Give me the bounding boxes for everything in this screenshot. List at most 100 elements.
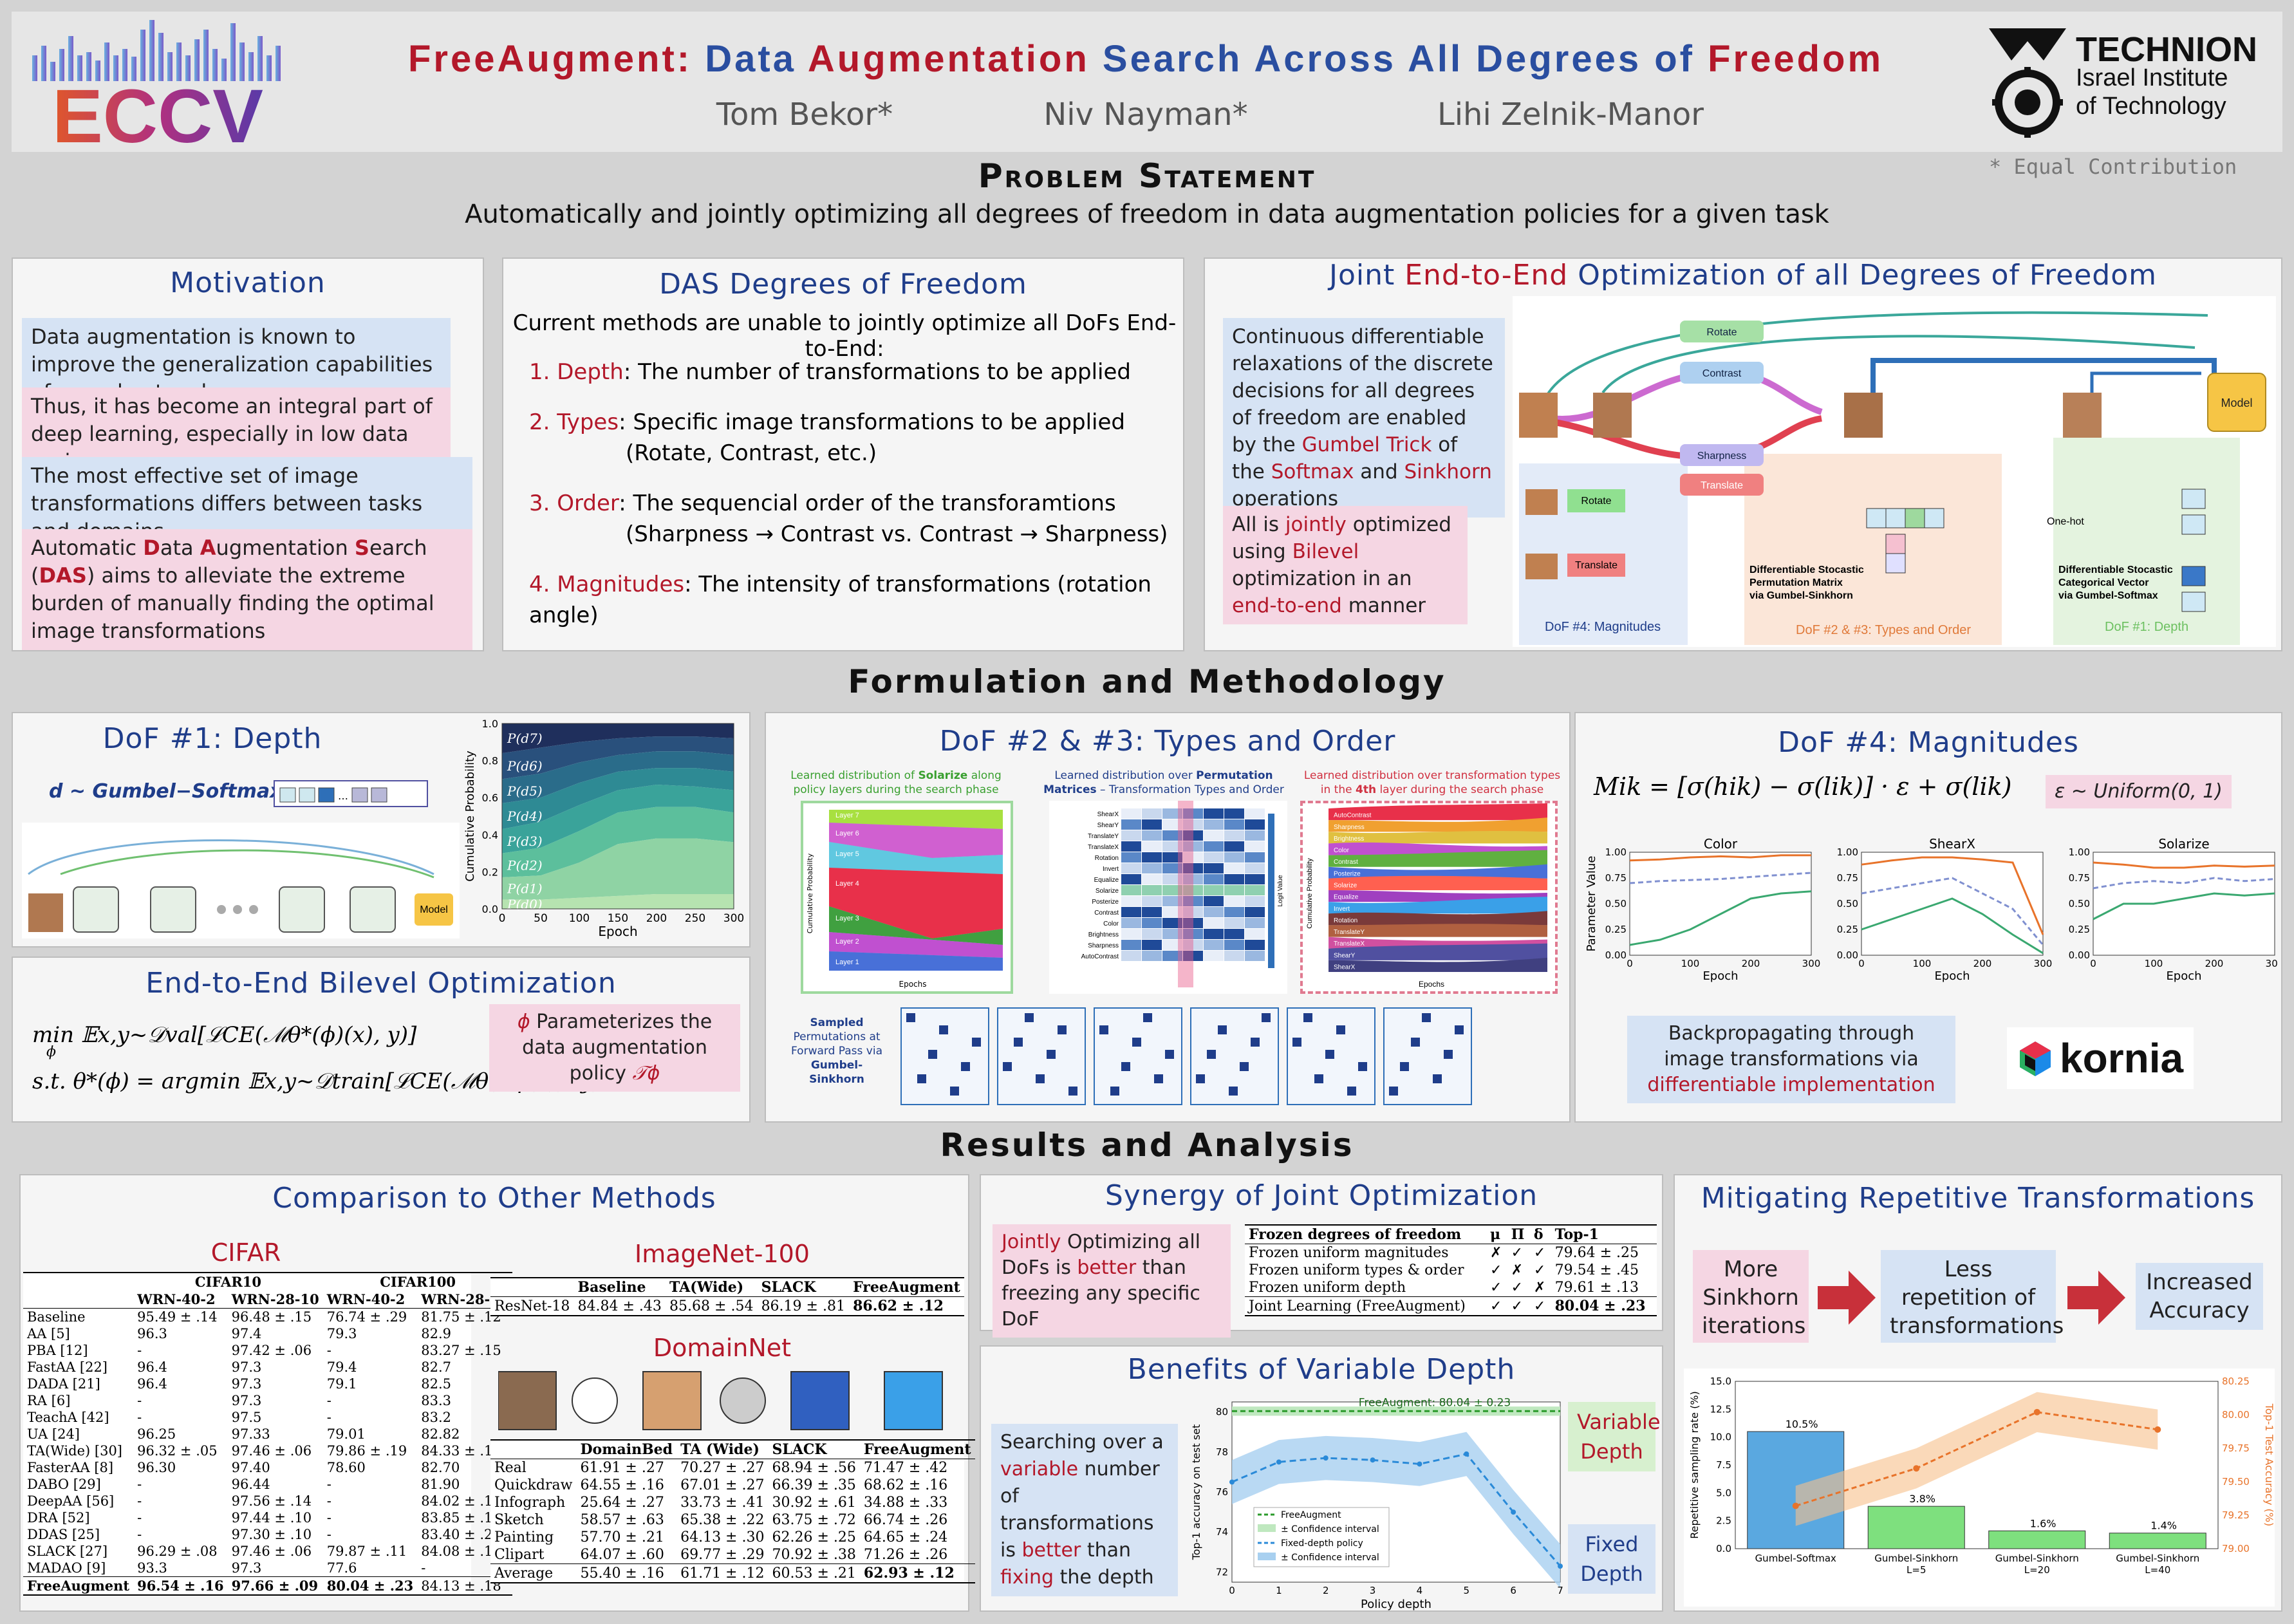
heatmap-cell [1162, 808, 1182, 819]
types-caption-perm: Learned distribution over Permutation Ma… [1043, 769, 1284, 796]
eccv-logo: ECCV [26, 17, 290, 159]
fixed-depth-point [1558, 1563, 1563, 1569]
layer4-band-label: Equalize [1334, 894, 1359, 901]
table-cell: ✗ [1511, 1262, 1524, 1278]
table-row: FasterAA [8] 96.30 97.40 78.60 82.70 [23, 1459, 512, 1476]
epsilon-note: ε ~ Uniform(0, 1) [2046, 775, 2232, 808]
permutation-cell [961, 1062, 970, 1071]
heatmap-cell [1245, 896, 1265, 906]
accuracy-tick-label: 80.00 [2222, 1409, 2250, 1421]
heatmap-cell [1121, 885, 1141, 895]
layer4-band-label: Solarize [1334, 882, 1357, 889]
heatmap-cell [1162, 830, 1182, 841]
table-row: Frozen uniform types & order ✓ ✗ ✓ 79.54 ± .… [1245, 1262, 1657, 1279]
table-cell: 64.65 ± .24 [863, 1529, 948, 1545]
table-cell: FasterAA [8] [27, 1460, 114, 1475]
accuracy-ylabel: Top-1 Test Accuracy (%) [2263, 1403, 2275, 1526]
magnitude-tick-label: 200 [2205, 958, 2224, 969]
heatmap-cell [1224, 874, 1244, 884]
depth-area-series [502, 893, 734, 909]
heatmap-row-label: TranslateX [1088, 844, 1119, 851]
heatmap-row-label: ShearY [1097, 822, 1119, 829]
permutation-cell [1433, 1074, 1442, 1083]
table-cell: 97.5 [231, 1410, 262, 1425]
depth-tick-label: 0.6 [482, 792, 498, 804]
magnitude-tick-label: 300 [2266, 958, 2277, 969]
layer4-band-label: ShearY [1334, 952, 1356, 959]
svg-text:Epochs: Epochs [899, 980, 927, 989]
table-cell: TeachA [42] [27, 1410, 109, 1425]
accuracy-tick-label: 79.25 [2222, 1509, 2250, 1521]
heatmap-cell [1121, 940, 1141, 950]
heatmap-cell [1245, 929, 1265, 939]
heatmap-cell [1183, 830, 1203, 841]
magnitude-charts: Color 0 100 200 300 0.00 0.25 0.50 0.75 1.00 Epoch… [1586, 833, 2277, 987]
domainnet-table: DomainBed TA (Wide) SLACK FreeAugment Real 6… [490, 1439, 975, 1583]
heatmap-cell [1245, 907, 1265, 917]
magnitude-series-line [2093, 877, 2275, 890]
table-cell: 68.62 ± .16 [863, 1477, 948, 1493]
permutation-cell [1207, 1050, 1216, 1059]
table-cell: RA [6] [27, 1393, 71, 1408]
types-panel: DoF #2 & #3: Types and Order Learned dis… [765, 712, 1571, 1123]
poster-title: FreeAugment: Data Augmentation Search Ac… [407, 38, 1884, 80]
table-cell: 25.64 ± .27 [580, 1495, 664, 1511]
heatmap-cell [1121, 874, 1141, 884]
svg-text:Categorical Vector: Categorical Vector [2058, 577, 2149, 588]
variable-tick-label: 2 [1323, 1585, 1329, 1596]
heatmap-cell [1142, 929, 1162, 939]
magnitude-series-line [1629, 890, 1812, 946]
variable-panel: Benefits of Variable Depth Searching ove… [980, 1345, 1663, 1612]
accuracy-confidence-band [1795, 1392, 2158, 1526]
table-cell: 79.4 [326, 1359, 357, 1375]
permutation-cell [1400, 1062, 1409, 1071]
cifar-table: CIFAR10 CIFAR100 WRN-40-2 WRN-28-10 WRN-40-… [23, 1272, 513, 1596]
imagenet-title: ImageNet-100 [635, 1240, 810, 1268]
repetition-tick-label: 5.0 [1716, 1487, 1731, 1498]
variable-tick-label: 0 [1229, 1585, 1235, 1596]
heatmap-cell [1142, 896, 1162, 906]
cifar-title: CIFAR [210, 1238, 281, 1267]
heatmap-cell [1204, 951, 1224, 961]
variable-ylabel: Top-1 accuracy on test set [1190, 1424, 1202, 1561]
depth-series-label: P(d4) [507, 808, 543, 824]
depth-tick-label: 200 [646, 912, 667, 925]
table-row: TeachA [42] - 97.5 - 83.2 [23, 1409, 512, 1426]
layer4-band [1329, 817, 1547, 832]
magnitude-series-line [1629, 854, 1811, 862]
permutation-cell [906, 1013, 915, 1022]
repetition-tick-label: 0.0 [1716, 1543, 1731, 1554]
permutation-cell [1110, 1087, 1119, 1096]
depth-tick-label: 0.4 [482, 829, 498, 841]
variable-tick-label: 7 [1557, 1585, 1563, 1596]
depth-ylabel: Cumulative Probability [463, 751, 477, 882]
table-cell: - [326, 1477, 331, 1492]
heatmap-cell [1224, 830, 1244, 841]
joint-note-bilevel: All is jointly optimized using Bilevel o… [1223, 506, 1468, 624]
table-cell: 96.44 [231, 1477, 270, 1492]
dof-item-types: 2. Types: Specific image transformations… [529, 409, 1125, 466]
table-cell: 66.74 ± .26 [863, 1512, 948, 1528]
heatmap-cell [1162, 907, 1182, 917]
heatmap-cell [1162, 918, 1182, 928]
heatmap-cell [1204, 874, 1224, 884]
legend-swatch [1258, 1553, 1276, 1560]
backprop-note: Backpropagating through image transforma… [1627, 1016, 1955, 1103]
accuracy-tick-label: 79.50 [2222, 1476, 2250, 1488]
table-cell: 95.49 ± .14 [137, 1309, 218, 1325]
magnitude-tick-label: 0 [1858, 958, 1865, 969]
depth-area-series [502, 838, 734, 900]
permutation-cell [1099, 1025, 1108, 1034]
table-cell: 84.08 ± .16 [421, 1544, 501, 1559]
permutation-cell [1014, 1038, 1023, 1047]
table-cell: 93.3 [137, 1560, 167, 1576]
repetition-category-label: Gumbel-Sinkhorn [2116, 1553, 2199, 1564]
heatmap-cell [1162, 929, 1182, 939]
heatmap-row-label: Invert [1103, 866, 1119, 873]
table-cell: 68.94 ± .56 [772, 1460, 856, 1476]
repetition-bar [2109, 1533, 2206, 1549]
svg-text:…: … [338, 790, 348, 802]
table-cell: 79.01 [326, 1426, 366, 1442]
heatmap-cell [1121, 863, 1141, 873]
depth-tick-label: 300 [723, 912, 744, 925]
